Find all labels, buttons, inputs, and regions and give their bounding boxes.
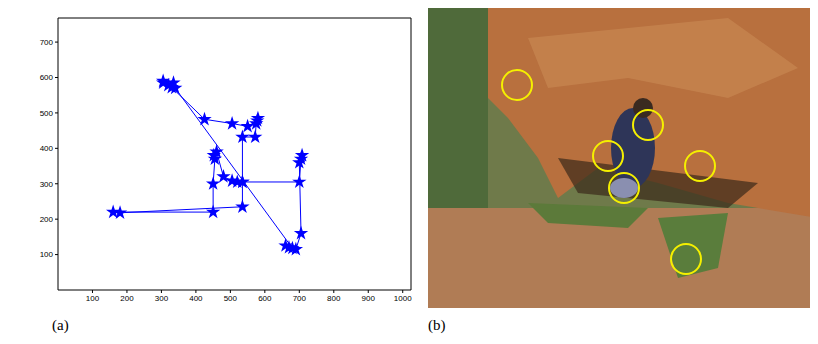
svg-text:200: 200 [40,215,54,224]
svg-text:100: 100 [40,250,54,259]
svg-text:1000: 1000 [394,294,412,303]
svg-text:600: 600 [258,294,272,303]
svg-text:300: 300 [40,180,54,189]
html-text:(b): (b) [428,317,446,333]
svg-text:500: 500 [40,109,54,118]
svg-text:300: 300 [155,294,169,303]
svg-text:400: 400 [189,294,203,303]
svg-text:500: 500 [224,294,238,303]
svg-text:900: 900 [362,294,376,303]
svg-text:700: 700 [40,38,54,47]
svg-text:800: 800 [327,294,341,303]
svg-text:400: 400 [40,144,54,153]
svg-text:200: 200 [120,294,134,303]
svg-text:100: 100 [86,294,100,303]
html-text:(a): (a) [52,317,69,333]
svg-text:600: 600 [40,73,54,82]
svg-text:700: 700 [293,294,307,303]
